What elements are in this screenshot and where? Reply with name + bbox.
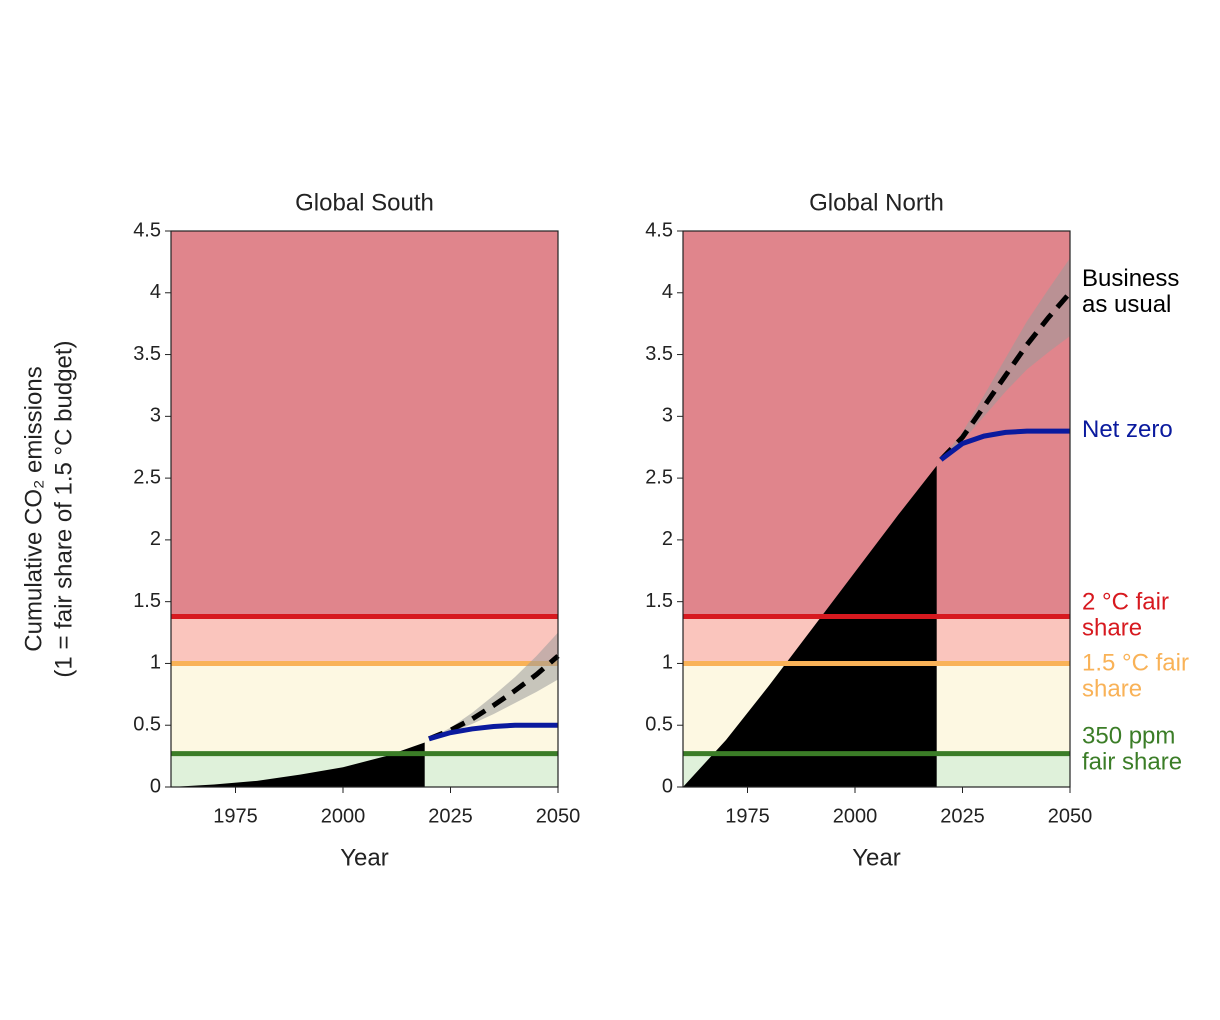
- panel: 0 0.5 1 1.5 2 2.5 3 3.5 4 4.5 1975 2000 2025 2050 Glob…: [645, 189, 1195, 871]
- legend-line: 350 ppm: [1082, 723, 1182, 750]
- legend-label: 2 °C fair share: [1082, 589, 1176, 642]
- y-tick-label: 2: [150, 528, 161, 550]
- y-tick-label: 0.5: [645, 714, 673, 736]
- y-tick-label: 0: [662, 775, 673, 797]
- legend-label: Net zero: [1082, 417, 1173, 444]
- projection-line: [939, 291, 1072, 462]
- x-axis-label: Year: [340, 844, 389, 871]
- y-tick-label: 1: [662, 652, 673, 674]
- historical-area: [683, 465, 937, 787]
- legend-line: 1.5 °C fair: [1082, 650, 1196, 677]
- legend-line: Business: [1082, 265, 1186, 292]
- x-tick-label: 1975: [725, 805, 770, 827]
- plot-frame: [682, 230, 1071, 788]
- x-tick-label: 2025: [940, 805, 985, 827]
- x-tick-label: 2000: [833, 805, 878, 827]
- x-axis-label: Year: [852, 844, 901, 871]
- y-tick-label: 4.5: [645, 219, 673, 241]
- legend-label: Business as usual: [1082, 265, 1186, 318]
- y-tick-label: 1.5: [133, 590, 161, 612]
- zone: [171, 231, 558, 617]
- y-tick-label: 2.5: [645, 466, 673, 488]
- legend-line: as usual: [1082, 291, 1171, 318]
- x-tick-label: 1975: [213, 805, 258, 827]
- y-axis-label: Cumulative CO₂ emissions: [20, 366, 47, 651]
- projection-line: [939, 428, 1070, 462]
- y-tick-label: 4: [662, 281, 673, 303]
- legend-label: 1.5 °C fair share: [1082, 650, 1196, 703]
- projection-line: [428, 654, 560, 742]
- legend-line: share: [1082, 676, 1142, 703]
- historical-area: [171, 742, 425, 787]
- uncertainty-band: [429, 632, 558, 739]
- legend-line: 2 °C fair: [1082, 589, 1176, 616]
- x-tick-label: 2050: [1048, 805, 1093, 827]
- plot-frame: [170, 230, 559, 788]
- legend-line: fair share: [1082, 749, 1182, 776]
- y-tick-label: 3.5: [133, 343, 161, 365]
- projection-line: [428, 722, 558, 742]
- y-tick-label: 1.5: [645, 590, 673, 612]
- y-tick-label: 2.5: [133, 466, 161, 488]
- zone: [171, 616, 558, 664]
- legend-label: 350 ppm fair share: [1082, 723, 1182, 776]
- y-tick-label: 3: [662, 405, 673, 427]
- panel: 0 0.5 1 1.5 2 2.5 3 3.5 4 4.5 1975 2000 2025 2050 Glob…: [20, 189, 580, 871]
- y-tick-label: 4: [150, 281, 161, 303]
- panel-title: Global North: [809, 189, 944, 216]
- y-tick-label: 3: [150, 405, 161, 427]
- x-tick-label: 2050: [536, 805, 581, 827]
- y-tick-label: 1: [150, 652, 161, 674]
- legend-line: Net zero: [1082, 417, 1173, 444]
- panel-title: Global South: [295, 189, 434, 216]
- x-tick-label: 2025: [428, 805, 473, 827]
- legend-line: share: [1082, 615, 1142, 642]
- y-axis-label: (1 = fair share of 1.5 °C budget): [50, 340, 77, 677]
- y-tick-label: 4.5: [133, 219, 161, 241]
- y-tick-label: 3.5: [645, 343, 673, 365]
- y-tick-label: 0: [150, 775, 161, 797]
- x-tick-label: 2000: [321, 805, 366, 827]
- y-tick-label: 2: [662, 528, 673, 550]
- y-tick-label: 0.5: [133, 714, 161, 736]
- uncertainty-band: [941, 258, 1070, 460]
